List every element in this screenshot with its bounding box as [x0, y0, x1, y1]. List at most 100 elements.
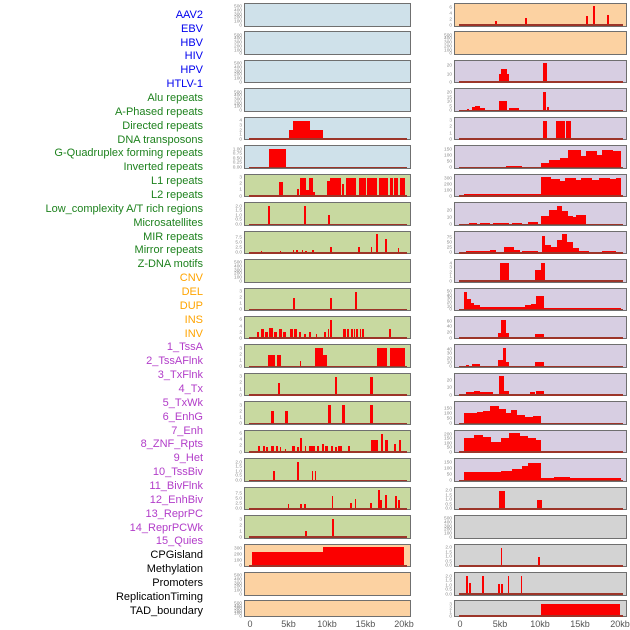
bar	[550, 179, 561, 196]
bar	[543, 120, 548, 140]
panel-left-EBV	[244, 31, 411, 55]
y-tick-label: 20	[446, 207, 452, 213]
bar	[354, 291, 357, 310]
bar	[367, 177, 378, 196]
y-tick-label: 2	[239, 295, 242, 300]
y-tick-label: 5.0	[235, 239, 242, 245]
row-label-15_Quies: 15_Quies	[155, 535, 203, 548]
bar	[586, 16, 589, 26]
y-tick-label: 0.0	[235, 478, 242, 483]
bar	[358, 177, 366, 196]
bar	[370, 246, 373, 253]
y-tick-label: 150	[444, 147, 452, 153]
bar	[573, 247, 580, 253]
bar	[541, 478, 554, 481]
y-tick-label: 3	[239, 123, 242, 128]
row-label-Z-DNA motifs: Z-DNA motifs	[137, 258, 203, 271]
y-tick-label: 2	[239, 522, 242, 528]
bar	[504, 390, 509, 396]
bar	[300, 177, 306, 196]
bar	[274, 332, 278, 339]
baseline	[249, 394, 407, 396]
y-tick-label: 2	[239, 181, 242, 187]
row-label-6_EnhG: 6_EnhG	[162, 410, 203, 423]
row-label-11_BivFlnk: 11_BivFlnk	[149, 480, 203, 493]
bar	[536, 439, 541, 453]
y-tick-label: 0	[239, 364, 242, 370]
y-tick-label: 0.0	[235, 506, 242, 512]
y-tick-label: 300	[234, 11, 242, 17]
bar	[315, 333, 318, 339]
y-tick-label: 100	[234, 47, 242, 53]
y-tick-label: 2	[449, 16, 452, 22]
bar	[509, 433, 521, 453]
y-tick-label: 200	[234, 100, 242, 106]
bar	[568, 150, 581, 168]
bar	[525, 417, 533, 424]
y-tick-label: 0.50	[232, 156, 242, 161]
y-tick-label: 0.0	[445, 591, 452, 597]
y-tick-label: 3	[239, 374, 242, 380]
bar	[334, 376, 338, 396]
bar	[547, 107, 549, 111]
y-tick-label: 400	[234, 264, 242, 269]
y-tick-label: 0	[239, 535, 242, 540]
bar	[370, 376, 373, 396]
y-tick-label: 2	[449, 605, 452, 611]
y-tick-label: 200	[234, 584, 242, 590]
bar	[292, 249, 295, 253]
bar	[323, 547, 405, 566]
row-label-Mirror repeats: Mirror repeats	[134, 244, 203, 257]
bar	[264, 332, 268, 339]
baseline	[459, 422, 623, 425]
row-label-A-Phased repeats: A-Phased repeats	[114, 105, 203, 118]
bar	[343, 329, 346, 339]
row-label-CPGisland: CPGisland	[150, 549, 203, 562]
y-tick-label: 100	[234, 557, 242, 563]
x-tick-label: 20kb	[394, 619, 414, 629]
bar	[330, 177, 342, 196]
row-label-8_ZNF_Rpts: 8_ZNF_Rpts	[140, 438, 203, 451]
y-tick-label: 1	[239, 187, 242, 193]
panel-left-Mirror repeats	[244, 486, 411, 511]
bar	[273, 471, 275, 481]
y-tick-label: 1	[239, 528, 242, 534]
bar	[483, 437, 492, 453]
x-tick-label: 5kb	[281, 619, 296, 629]
panel-left-L2 repeats	[244, 372, 411, 397]
y-tick-label: 0	[239, 278, 242, 284]
x-tick-label: 5kb	[492, 619, 508, 629]
panel-right-13_ReprPC	[454, 401, 627, 425]
bar	[285, 411, 288, 424]
bar	[528, 438, 537, 453]
bar	[278, 181, 283, 196]
y-tick-label: 30	[446, 351, 452, 357]
bar	[377, 348, 387, 367]
y-tick-label: 1	[239, 132, 242, 137]
bar	[465, 364, 469, 367]
panel-left-DEL	[244, 572, 411, 596]
bar	[480, 306, 525, 310]
panel-right-7_Enh	[454, 230, 627, 255]
bar	[592, 6, 595, 26]
row-label-1_TssA: 1_TssA	[166, 341, 203, 354]
row-label-12_EnhBiv: 12_EnhBiv	[149, 493, 203, 506]
bar	[292, 120, 311, 140]
y-tick-label: 1.0	[445, 554, 452, 560]
baseline	[249, 195, 407, 197]
bar	[378, 177, 389, 196]
y-tick-label: 0.5	[445, 558, 452, 564]
y-tick-label: 3	[239, 289, 242, 294]
y-tick-label: 3	[449, 118, 452, 124]
bar	[512, 469, 522, 481]
bar	[553, 476, 570, 481]
baseline	[459, 508, 623, 510]
y-tick-label: 500	[234, 89, 242, 95]
y-tick-label: 100	[234, 611, 242, 617]
y-tick-label: 1	[239, 301, 242, 307]
bar	[294, 329, 298, 339]
y-tick-label: 0	[239, 449, 242, 455]
bar	[385, 495, 388, 509]
bar	[370, 439, 378, 453]
